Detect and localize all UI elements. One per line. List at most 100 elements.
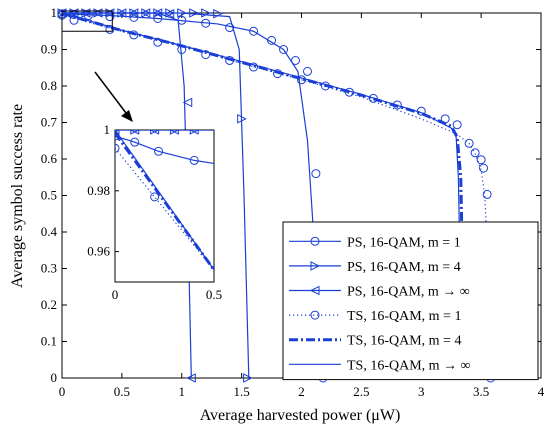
data-point bbox=[189, 8, 199, 18]
data-point bbox=[311, 169, 321, 179]
x-axis-label: Average harvested power (μW) bbox=[200, 407, 401, 424]
data-point bbox=[243, 373, 253, 383]
data-point bbox=[297, 75, 306, 85]
legend-swatch-marker bbox=[310, 236, 320, 246]
inset-y-tick-label: 0.98 bbox=[87, 183, 110, 198]
x-tick-label: 2 bbox=[298, 384, 305, 399]
series-line bbox=[61, 11, 466, 379]
y-tick-label: 0.9 bbox=[41, 42, 57, 57]
inset-x-tick-label: 0 bbox=[112, 287, 119, 302]
inset-plot-area: 0 0.5 0.96 0.98 1 bbox=[87, 122, 222, 302]
inset-data-point bbox=[129, 130, 140, 135]
legend-label: PS, 16-QAM, m = 4 bbox=[347, 260, 461, 275]
inset-series-2 bbox=[115, 130, 214, 135]
data-point bbox=[182, 97, 193, 108]
data-point bbox=[177, 8, 187, 18]
data-point bbox=[479, 163, 489, 173]
legend-item-2: PS, 16-QAM, m → ∞ bbox=[289, 285, 470, 300]
data-point bbox=[291, 55, 301, 65]
inset-series-line bbox=[115, 130, 214, 271]
data-point bbox=[302, 66, 312, 76]
y-tick-label: 0.2 bbox=[41, 297, 57, 312]
data-point bbox=[279, 45, 289, 54]
y-tick-label: 0.3 bbox=[41, 261, 57, 276]
data-point bbox=[267, 35, 277, 45]
legend-label: TS, 16-QAM, m = 4 bbox=[347, 334, 461, 349]
inset-data-point bbox=[149, 130, 160, 135]
x-tick-label: 0.5 bbox=[114, 384, 130, 399]
legend-label: PS, 16-QAM, m = 1 bbox=[347, 235, 461, 250]
data-point bbox=[213, 8, 223, 19]
x-tick-label: 3.5 bbox=[473, 384, 489, 399]
legend-box bbox=[282, 221, 539, 381]
legend-item-3: TS, 16-QAM, m = 1 bbox=[289, 309, 461, 324]
data-point bbox=[152, 8, 163, 18]
inset-series-3 bbox=[115, 143, 214, 271]
inset-data-point bbox=[150, 192, 160, 202]
series-4 bbox=[61, 11, 466, 379]
legend-label: PS, 16-QAM, m → ∞ bbox=[347, 285, 470, 300]
series-line bbox=[61, 12, 463, 379]
zoom-box bbox=[61, 10, 113, 32]
legend-label: TS, 16-QAM, m → ∞ bbox=[347, 358, 471, 373]
x-tick-label: 2.5 bbox=[353, 384, 369, 399]
data-point bbox=[237, 114, 247, 124]
data-point bbox=[470, 148, 480, 158]
data-point bbox=[186, 373, 196, 383]
data-point bbox=[140, 8, 151, 18]
y-tick-label: 0.5 bbox=[41, 188, 57, 203]
x-tick-label: 3 bbox=[418, 384, 425, 399]
inset-data-point bbox=[115, 143, 120, 153]
y-tick-label: 0.7 bbox=[41, 115, 58, 130]
inset-series-5 bbox=[115, 130, 214, 271]
y-tick-label: 1 bbox=[51, 5, 58, 20]
data-point bbox=[482, 189, 492, 199]
inset-data-point bbox=[130, 137, 140, 147]
data-point bbox=[164, 8, 175, 19]
data-point bbox=[476, 155, 486, 165]
data-point bbox=[201, 8, 211, 18]
data-point bbox=[129, 30, 139, 40]
data-point bbox=[249, 62, 259, 72]
data-point bbox=[225, 23, 235, 33]
data-point bbox=[165, 8, 175, 18]
data-point bbox=[116, 8, 127, 18]
inset-series-line bbox=[115, 135, 214, 165]
legend-item-0: PS, 16-QAM, m = 1 bbox=[289, 235, 461, 250]
legend-swatch-marker bbox=[310, 310, 320, 320]
data-point bbox=[128, 8, 139, 18]
y-tick-label: 0 bbox=[51, 370, 58, 385]
data-point bbox=[464, 138, 474, 148]
legend-item-1: PS, 16-QAM, m = 4 bbox=[289, 260, 461, 275]
inset-data-point bbox=[189, 130, 199, 135]
legend: PS, 16-QAM, m = 1 PS, 16-QAM, m = 4 PS, 16… bbox=[282, 221, 539, 381]
x-tick-label: 1 bbox=[179, 384, 186, 399]
data-point bbox=[249, 26, 259, 36]
legend-label: TS, 16-QAM, m = 1 bbox=[347, 309, 461, 324]
x-tick-label: 1.5 bbox=[234, 384, 250, 399]
x-tick-label: 4 bbox=[538, 384, 545, 399]
series-5 bbox=[61, 12, 463, 379]
y-tick-label: 0.1 bbox=[41, 334, 57, 349]
inset-series-group bbox=[115, 130, 214, 271]
inset-data-point bbox=[154, 146, 164, 156]
zoom-arrow bbox=[94, 71, 127, 114]
inset-y-tick-label: 1 bbox=[104, 122, 111, 137]
y-tick-label: 0.4 bbox=[41, 224, 58, 239]
data-point bbox=[201, 18, 211, 28]
x-tick-label: 0 bbox=[59, 384, 66, 399]
inset-y-tick-label: 0.96 bbox=[87, 244, 110, 259]
inset-x-tick-label: 0.5 bbox=[206, 287, 222, 302]
y-tick-label: 0.8 bbox=[41, 78, 57, 93]
y-tick-label: 0.6 bbox=[41, 151, 58, 166]
legend-swatch-marker bbox=[309, 285, 320, 296]
legend-item-5: TS, 16-QAM, m → ∞ bbox=[289, 358, 471, 373]
inset-data-point bbox=[189, 155, 199, 165]
inset-data-point bbox=[169, 130, 179, 135]
zoom-arrowhead bbox=[121, 110, 133, 122]
y-axis-label: Average symbol success rate bbox=[9, 104, 26, 288]
legend-swatch-marker bbox=[310, 261, 321, 271]
data-point bbox=[452, 120, 462, 130]
